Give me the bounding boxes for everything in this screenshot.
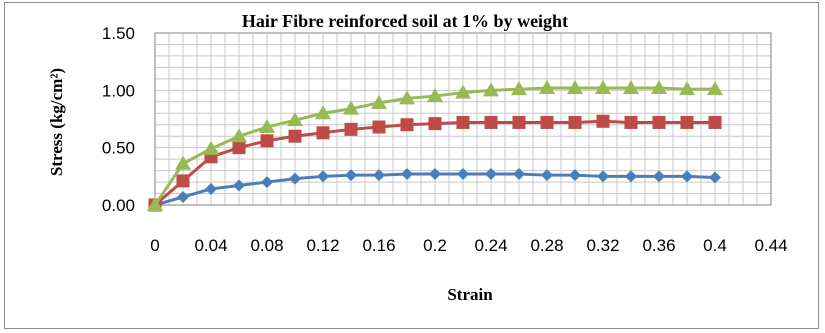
y-tick-label: 1.00 [102,81,135,100]
data-point-triangle [259,119,275,134]
data-point-diamond [513,168,525,181]
data-point-diamond [457,168,469,181]
data-point-triangle [707,81,723,96]
data-point-triangle [511,81,527,96]
data-point-square [372,120,386,134]
data-point-square [400,118,414,132]
data-point-square [652,115,666,129]
chart-area [4,2,819,329]
data-point-diamond [261,176,273,189]
x-tick-label: 0.4 [703,236,727,255]
data-point-triangle [343,100,359,115]
x-tick-label: 0.44 [754,236,787,255]
data-point-square [260,134,274,148]
data-point-square [344,122,358,136]
tick-labels: 0 0.04 0.08 0.12 0.16 0.2 0.24 0.28 0.32 0.36 0.4 0… [102,24,788,255]
data-point-triangle [203,140,219,155]
data-point-square [708,115,722,129]
x-tick-label: 0.36 [642,236,675,255]
data-point-square [428,117,442,131]
x-tick-label: 0.08 [250,236,283,255]
data-point-square [624,115,638,129]
data-point-square [288,129,302,143]
plot-area [154,32,772,206]
data-point-diamond [653,170,665,183]
data-point-triangle [399,90,415,105]
data-point-square [540,115,554,129]
data-point-square [680,115,694,129]
x-tick-label: 0 [150,236,159,255]
data-point-triangle [175,155,191,170]
data-point-square [484,115,498,129]
data-point-triangle [567,80,583,95]
data-point-triangle [147,197,163,211]
data-point-triangle [455,84,471,99]
x-axis-label: Strain [447,285,493,304]
data-point-diamond [569,169,581,182]
data-point-square [456,115,470,129]
data-point-triangle [371,94,387,109]
data-point-triangle [623,80,639,95]
data-point-diamond [681,170,693,183]
data-point-triangle [679,81,695,96]
data-point-diamond [597,170,609,183]
data-point-square [512,115,526,129]
data-point-square [232,141,246,155]
data-point-diamond [289,172,301,185]
x-tick-label: 0.28 [530,236,563,255]
data-point-triangle [483,82,499,97]
chart-title: Hair Fibre reinforced soil at 1% by weig… [242,11,568,31]
data-point-diamond [373,169,385,182]
series-group [147,80,723,212]
data-point-square [568,115,582,129]
data-point-triangle [651,80,667,95]
y-axis-label: Stress (kg/cm²) [47,68,66,176]
data-point-diamond [317,170,329,183]
data-point-diamond [177,190,189,203]
data-point-triangle [595,80,611,95]
data-point-triangle [315,105,331,120]
x-tick-label: 0.2 [423,236,447,255]
data-point-triangle [287,112,303,127]
data-point-triangle [231,128,247,143]
data-point-square [176,174,190,188]
data-point-diamond [625,170,637,183]
x-tick-label: 0.04 [194,236,227,255]
data-point-diamond [401,168,413,181]
x-tick-label: 0.16 [362,236,395,255]
data-point-diamond [345,169,357,182]
y-tick-label: 0.00 [102,196,135,215]
data-point-diamond [709,171,721,184]
data-point-square [596,114,610,128]
data-point-square [316,126,330,140]
data-point-diamond [205,182,217,195]
data-point-diamond [541,169,553,182]
data-point-diamond [429,168,441,181]
x-tick-label: 0.32 [586,236,619,255]
data-point-diamond [233,179,245,192]
data-point-diamond [485,168,497,181]
y-tick-label: 1.50 [102,24,135,43]
y-tick-label: 0.50 [102,139,135,158]
data-point-triangle [539,80,555,95]
x-tick-label: 0.24 [474,236,507,255]
x-tick-label: 0.12 [306,236,339,255]
data-point-triangle [427,88,443,103]
